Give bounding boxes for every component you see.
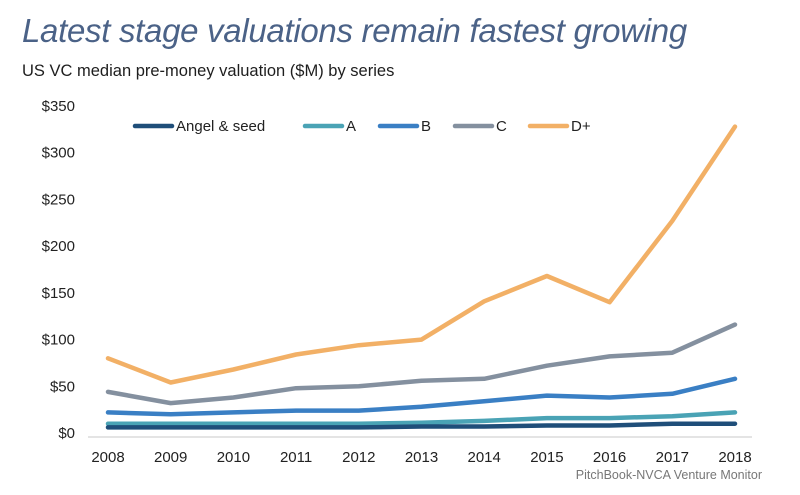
series-line-a bbox=[105, 410, 738, 426]
x-axis: 2008 2009 2010 2011 2012 2013 2014 2015 2016 2017… bbox=[91, 449, 751, 466]
x-tick-label: 2015 bbox=[530, 449, 563, 466]
series-line-c bbox=[105, 322, 738, 406]
series-lines bbox=[105, 124, 738, 430]
y-tick-label: $150 bbox=[42, 285, 75, 302]
y-tick-label: $100 bbox=[42, 332, 75, 349]
series-line-d bbox=[105, 124, 738, 385]
x-tick-label: 2016 bbox=[593, 449, 626, 466]
y-tick-label: $200 bbox=[42, 238, 75, 255]
legend-label: B bbox=[421, 118, 431, 135]
x-tick-label: 2017 bbox=[656, 449, 689, 466]
legend-item: A bbox=[302, 118, 356, 135]
y-tick-label: $250 bbox=[42, 191, 75, 208]
legend-label: C bbox=[496, 118, 507, 135]
legend-item: C bbox=[452, 118, 507, 135]
legend-label: A bbox=[346, 118, 356, 135]
series-line-angel-seed bbox=[105, 421, 738, 430]
legend-item: D+ bbox=[527, 118, 591, 135]
legend-label: Angel & seed bbox=[176, 118, 265, 135]
y-tick-label: $350 bbox=[42, 98, 75, 115]
x-tick-label: 2013 bbox=[405, 449, 438, 466]
x-tick-label: 2014 bbox=[468, 449, 501, 466]
y-axis: $0 $50 $100 $150 $200 $250 $300 $350 bbox=[42, 98, 75, 442]
legend: Angel & seed A B C D+ bbox=[132, 118, 591, 135]
legend-label: D+ bbox=[571, 118, 591, 135]
x-tick-label: 2012 bbox=[342, 449, 375, 466]
chart-title: Latest stage valuations remain fastest g… bbox=[22, 12, 687, 49]
x-tick-label: 2011 bbox=[280, 449, 312, 466]
series-line-b bbox=[105, 376, 738, 417]
x-tick-label: 2008 bbox=[91, 449, 124, 466]
x-tick-label: 2010 bbox=[217, 449, 250, 466]
y-tick-label: $0 bbox=[58, 425, 75, 442]
chart-subtitle: US VC median pre-money valuation ($M) by… bbox=[22, 62, 395, 80]
x-tick-label: 2009 bbox=[154, 449, 187, 466]
y-tick-label: $50 bbox=[50, 378, 75, 395]
legend-item: B bbox=[377, 118, 431, 135]
legend-item: Angel & seed bbox=[132, 118, 265, 135]
source-note: PitchBook-NVCA Venture Monitor bbox=[576, 468, 762, 482]
y-tick-label: $300 bbox=[42, 145, 75, 162]
x-tick-label: 2018 bbox=[718, 449, 751, 466]
